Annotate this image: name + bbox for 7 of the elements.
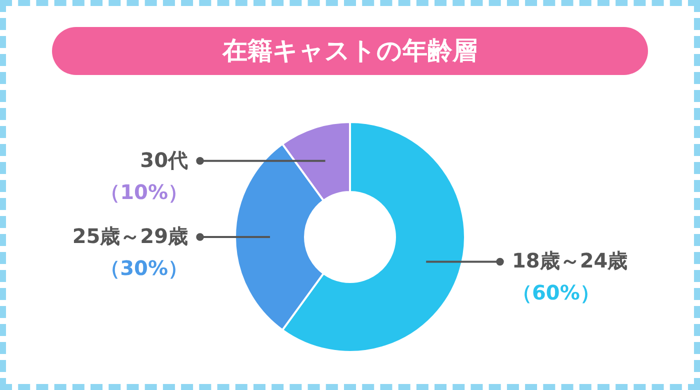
data-label: （10%） (100, 180, 188, 204)
slice-label: 30代 (140, 148, 188, 172)
data-label: （30%） (100, 256, 188, 280)
slice-label: 25歳～29歳 (72, 224, 188, 248)
chart-title: 在籍キャストの年齢層 (52, 27, 648, 75)
data-label: （60%） (512, 280, 600, 305)
slice-label: 18歳～24歳 (512, 248, 628, 273)
